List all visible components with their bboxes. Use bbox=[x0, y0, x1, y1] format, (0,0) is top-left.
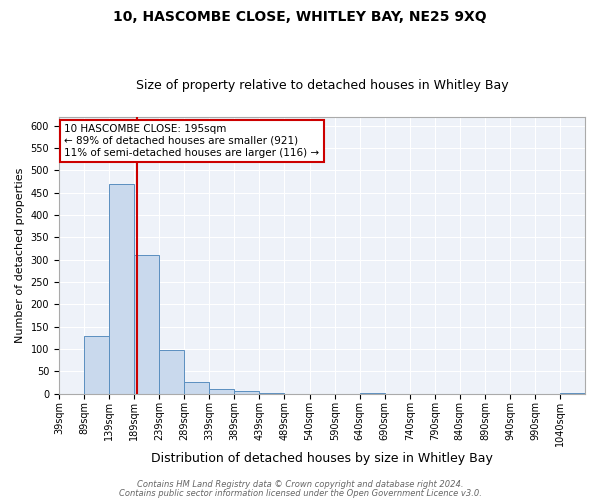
Bar bbox=[259, 392, 284, 394]
Text: Contains HM Land Registry data © Crown copyright and database right 2024.: Contains HM Land Registry data © Crown c… bbox=[137, 480, 463, 489]
Y-axis label: Number of detached properties: Number of detached properties bbox=[15, 168, 25, 343]
Text: 10 HASCOMBE CLOSE: 195sqm
← 89% of detached houses are smaller (921)
11% of semi: 10 HASCOMBE CLOSE: 195sqm ← 89% of detac… bbox=[64, 124, 320, 158]
Title: Size of property relative to detached houses in Whitley Bay: Size of property relative to detached ho… bbox=[136, 79, 508, 92]
Bar bbox=[84, 336, 109, 394]
Bar bbox=[209, 389, 234, 394]
Bar bbox=[234, 392, 259, 394]
Bar bbox=[109, 184, 134, 394]
Bar bbox=[159, 350, 184, 394]
Bar bbox=[184, 382, 209, 394]
Bar bbox=[360, 392, 385, 394]
Text: 10, HASCOMBE CLOSE, WHITLEY BAY, NE25 9XQ: 10, HASCOMBE CLOSE, WHITLEY BAY, NE25 9X… bbox=[113, 10, 487, 24]
Bar bbox=[560, 392, 585, 394]
Bar bbox=[134, 254, 159, 394]
X-axis label: Distribution of detached houses by size in Whitley Bay: Distribution of detached houses by size … bbox=[151, 452, 493, 465]
Text: Contains public sector information licensed under the Open Government Licence v3: Contains public sector information licen… bbox=[119, 488, 481, 498]
